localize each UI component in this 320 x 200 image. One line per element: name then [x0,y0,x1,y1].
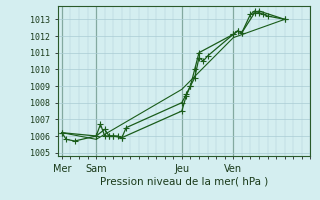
X-axis label: Pression niveau de la mer( hPa ): Pression niveau de la mer( hPa ) [100,176,268,186]
